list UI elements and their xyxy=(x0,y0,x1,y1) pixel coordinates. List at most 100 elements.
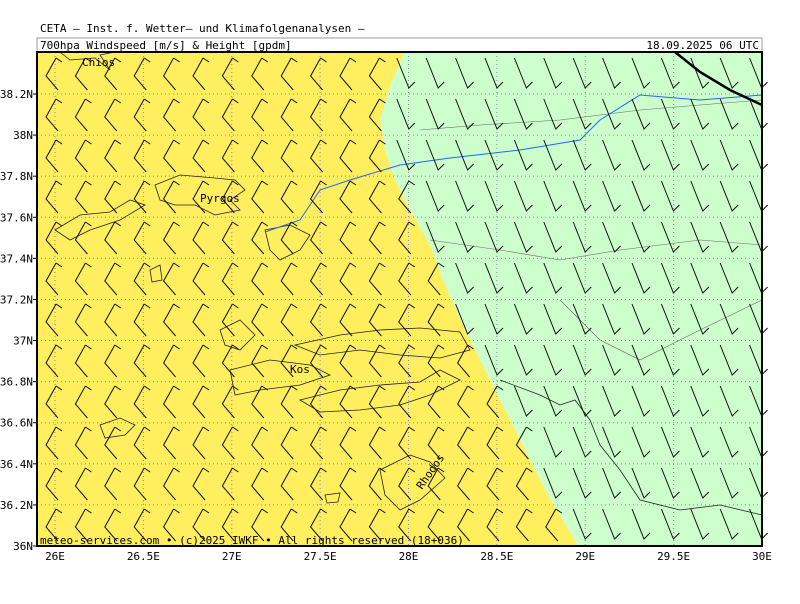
wind-barb xyxy=(280,467,298,501)
wind-barb xyxy=(427,344,445,378)
y-tick-label: 37.2N xyxy=(0,293,33,306)
wind-barb xyxy=(631,344,651,376)
wind-barb xyxy=(280,57,298,91)
wind-barb xyxy=(455,57,474,89)
wind-barb xyxy=(719,303,739,335)
wind-barb xyxy=(455,262,474,294)
wind-barb xyxy=(251,426,269,460)
wind-barb xyxy=(513,98,533,130)
wind-barb xyxy=(515,467,533,501)
wind-barb xyxy=(515,426,533,460)
wind-barb xyxy=(543,139,563,171)
wind-barb xyxy=(280,262,298,296)
wind-barb xyxy=(133,385,151,419)
footer: meteo-services.com • (c)2025 IWKF • All … xyxy=(40,534,464,547)
wind-barb xyxy=(572,221,592,253)
wind-barb xyxy=(133,57,151,91)
wind-barb xyxy=(484,180,504,212)
wind-barb xyxy=(74,221,92,255)
wind-barb xyxy=(455,221,474,253)
wind-barb xyxy=(251,262,269,296)
wind-barb xyxy=(484,98,504,130)
wind-barb xyxy=(690,426,710,458)
wind-barb xyxy=(74,57,92,91)
wind-barb xyxy=(396,98,416,130)
wind-barb xyxy=(690,139,710,171)
wind-barb xyxy=(398,467,416,501)
wind-barb xyxy=(339,344,357,378)
wind-barb xyxy=(221,303,239,337)
wind-barb xyxy=(339,303,357,337)
wind-barb xyxy=(280,98,298,132)
wind-barb xyxy=(660,344,680,376)
wind-barb xyxy=(543,57,563,89)
wind-barb xyxy=(660,139,680,171)
river xyxy=(264,94,763,233)
wind-barb xyxy=(133,139,151,173)
wind-barb xyxy=(631,98,651,130)
wind-barb xyxy=(427,467,445,501)
wind-barb xyxy=(45,303,63,337)
y-tick-label: 38N xyxy=(13,129,33,142)
wind-barb xyxy=(339,262,357,296)
wind-barb xyxy=(484,262,504,294)
wind-barb xyxy=(456,426,474,460)
wind-barb xyxy=(572,344,592,376)
wind-barb xyxy=(251,385,269,419)
source-label: CETA — Inst. f. Wetter— und Klimafolgena… xyxy=(40,22,365,35)
x-tick-label: 27E xyxy=(222,550,242,563)
wind-barb xyxy=(690,303,710,335)
wind-barb xyxy=(309,139,327,173)
x-tick-label: 27.5E xyxy=(304,550,337,563)
wind-barb xyxy=(427,508,445,542)
wind-barb xyxy=(45,57,63,91)
wind-barb xyxy=(660,98,680,130)
wind-barb xyxy=(162,508,180,542)
wind-barb xyxy=(368,262,386,296)
wind-barb xyxy=(45,426,63,460)
wind-barb xyxy=(280,508,298,542)
wind-barb xyxy=(543,262,563,294)
wind-barb xyxy=(513,262,533,294)
wind-barb xyxy=(104,180,122,214)
wind-barb xyxy=(631,57,651,89)
wind-barb xyxy=(690,508,710,540)
wind-barb xyxy=(251,221,269,255)
wind-barb xyxy=(74,426,92,460)
y-tick-label: 36N xyxy=(13,540,33,553)
wind-barb xyxy=(309,98,327,132)
wind-barb xyxy=(455,303,474,335)
wind-barb xyxy=(602,180,621,212)
wind-barb xyxy=(543,180,563,212)
wind-barb xyxy=(309,303,327,337)
wind-barb xyxy=(602,508,621,540)
wind-barb xyxy=(221,262,239,296)
coast-highlight xyxy=(674,51,763,107)
wind-barb xyxy=(602,385,621,417)
wind-barb xyxy=(309,262,327,296)
wind-barb xyxy=(133,262,151,296)
wind-barb xyxy=(339,139,357,173)
wind-barb xyxy=(104,98,122,132)
wind-barb xyxy=(572,57,592,89)
wind-barb xyxy=(456,344,474,378)
wind-barb xyxy=(221,508,239,542)
wind-barb xyxy=(425,98,445,130)
wind-barb xyxy=(133,426,151,460)
wind-barb xyxy=(660,426,680,458)
wind-barb xyxy=(660,385,680,417)
wind-barb xyxy=(513,180,533,212)
wind-barb xyxy=(192,180,210,214)
wind-barb xyxy=(104,57,122,91)
wind-barb xyxy=(192,139,210,173)
x-tick-label: 29E xyxy=(575,550,595,563)
wind-barb xyxy=(631,139,651,171)
wind-barb xyxy=(309,180,327,214)
wind-barb xyxy=(309,57,327,91)
wind-barb xyxy=(309,508,327,542)
wind-barb xyxy=(339,508,357,542)
wind-barb xyxy=(427,262,445,296)
wind-barb xyxy=(484,344,504,376)
wind-barb xyxy=(545,508,563,542)
wind-barb xyxy=(339,467,357,501)
